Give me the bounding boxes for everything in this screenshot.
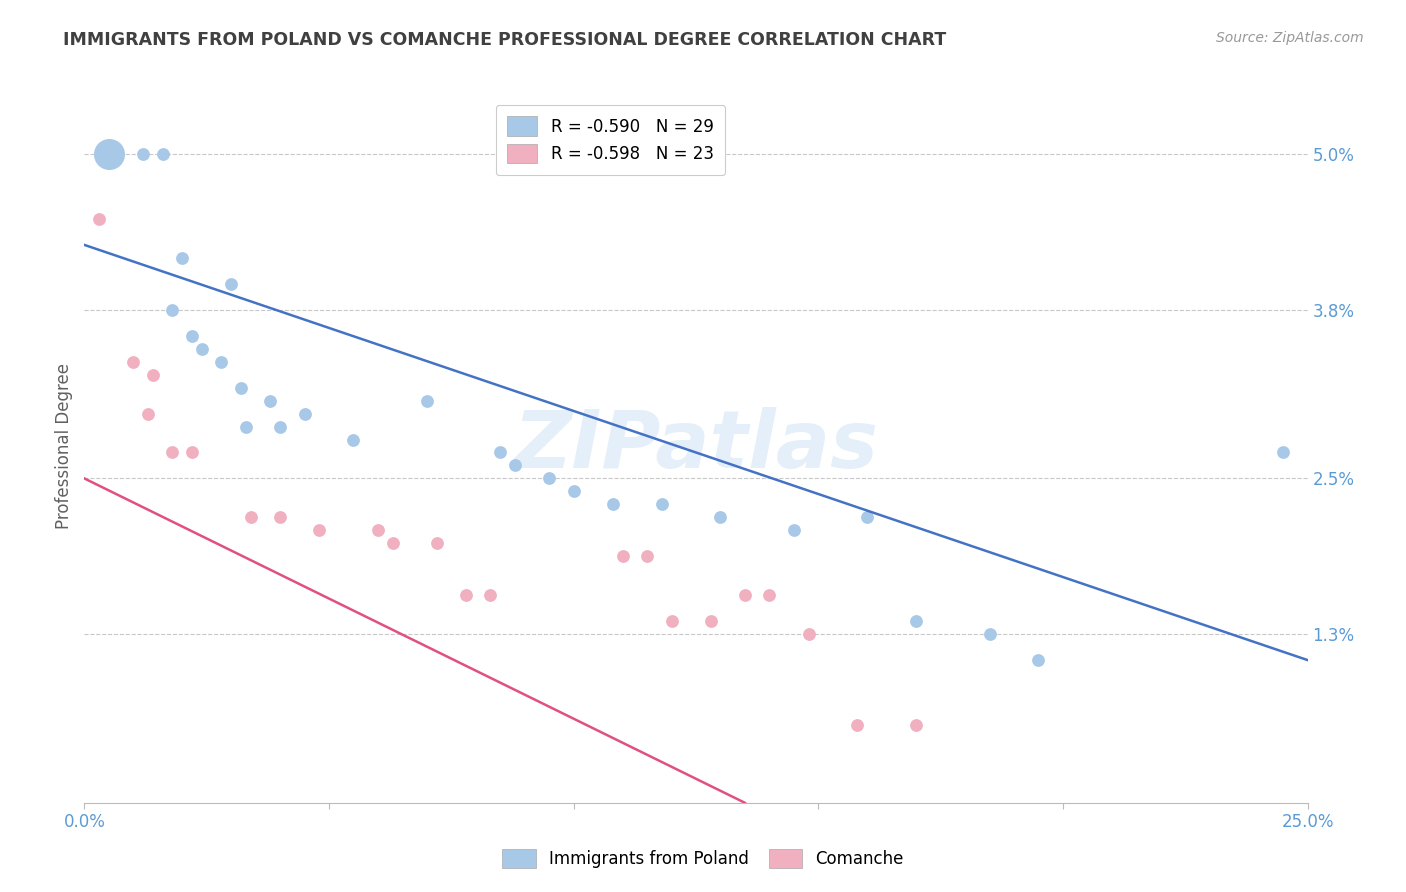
- Point: [308, 524, 330, 538]
- Point: [152, 147, 174, 161]
- Point: [602, 497, 624, 511]
- Y-axis label: Professional Degree: Professional Degree: [55, 363, 73, 529]
- Point: [162, 445, 184, 459]
- Point: [181, 328, 204, 343]
- Point: [269, 419, 291, 434]
- Text: Source: ZipAtlas.com: Source: ZipAtlas.com: [1216, 31, 1364, 45]
- Point: [162, 302, 184, 317]
- Point: [97, 147, 120, 161]
- Point: [235, 419, 257, 434]
- Point: [342, 433, 364, 447]
- Point: [294, 407, 316, 421]
- Point: [612, 549, 634, 564]
- Point: [416, 393, 439, 408]
- Text: IMMIGRANTS FROM POLAND VS COMANCHE PROFESSIONAL DEGREE CORRELATION CHART: IMMIGRANTS FROM POLAND VS COMANCHE PROFE…: [63, 31, 946, 49]
- Point: [489, 445, 512, 459]
- Point: [1272, 445, 1295, 459]
- Point: [562, 484, 585, 499]
- Point: [172, 251, 194, 265]
- Point: [709, 510, 731, 524]
- Point: [136, 407, 159, 421]
- Point: [797, 627, 820, 641]
- Point: [219, 277, 242, 291]
- Point: [181, 445, 204, 459]
- Point: [758, 588, 780, 602]
- Point: [122, 354, 145, 368]
- Point: [979, 627, 1001, 641]
- Point: [905, 718, 928, 732]
- Point: [259, 393, 281, 408]
- Point: [132, 147, 155, 161]
- Point: [229, 381, 252, 395]
- Legend: Immigrants from Poland, Comanche: Immigrants from Poland, Comanche: [495, 842, 911, 875]
- Point: [209, 354, 232, 368]
- Point: [636, 549, 658, 564]
- Point: [661, 614, 683, 628]
- Point: [479, 588, 502, 602]
- Point: [269, 510, 291, 524]
- Point: [856, 510, 879, 524]
- Point: [1028, 653, 1050, 667]
- Point: [734, 588, 756, 602]
- Point: [454, 588, 477, 602]
- Point: [367, 524, 389, 538]
- Point: [699, 614, 721, 628]
- Point: [426, 536, 449, 550]
- Point: [651, 497, 673, 511]
- Point: [87, 211, 110, 226]
- Point: [846, 718, 869, 732]
- Point: [239, 510, 262, 524]
- Point: [191, 342, 214, 356]
- Point: [142, 368, 165, 382]
- Point: [905, 614, 928, 628]
- Point: [538, 471, 561, 485]
- Legend: R = -0.590   N = 29, R = -0.598   N = 23: R = -0.590 N = 29, R = -0.598 N = 23: [495, 104, 725, 175]
- Point: [783, 524, 806, 538]
- Text: ZIPatlas: ZIPatlas: [513, 407, 879, 485]
- Point: [503, 458, 526, 473]
- Point: [381, 536, 404, 550]
